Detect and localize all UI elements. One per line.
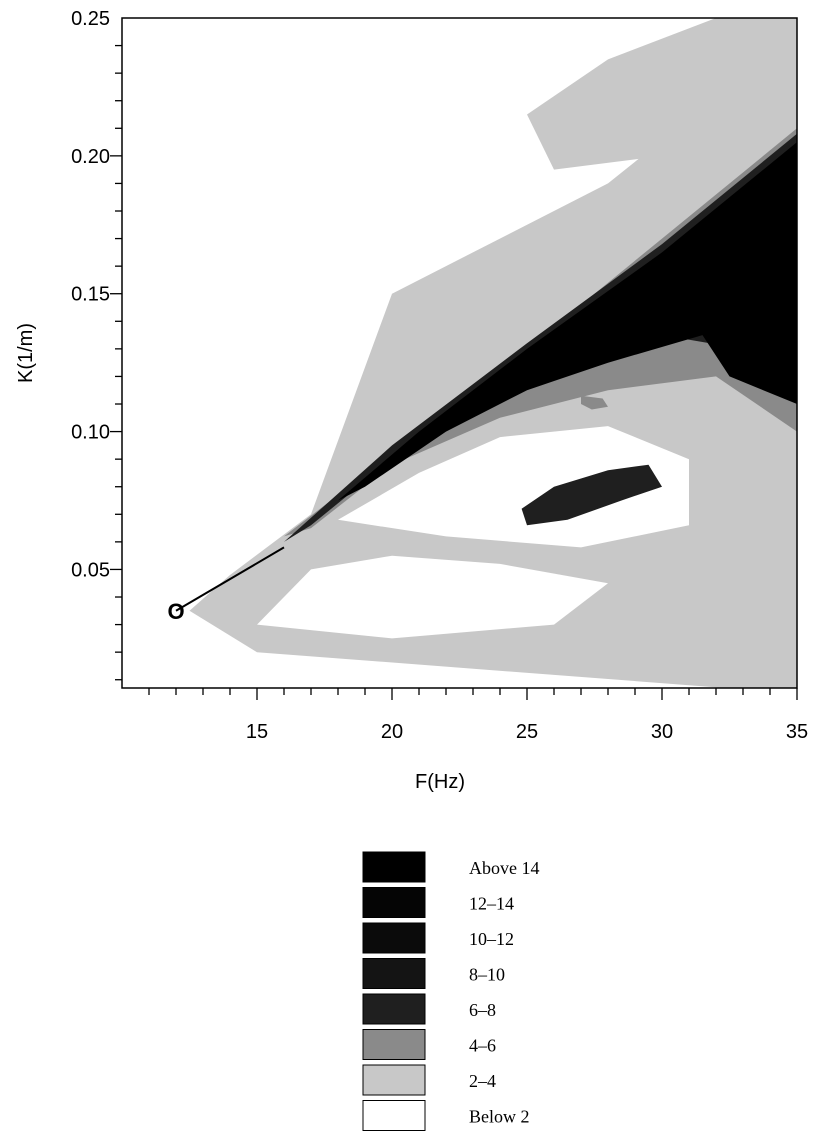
y-tick-label: 0.20 [71, 146, 110, 168]
legend-label: Above 14 [469, 858, 540, 878]
ridge-line [175, 546, 285, 612]
contour-region-3 [257, 555, 608, 639]
plot-frame [121, 17, 798, 689]
legend-label: 6–8 [469, 1000, 496, 1020]
y-tick-label: 0.15 [71, 284, 110, 306]
legend: Above 14 12–14 10–12 8–10 6–8 4–6 2–4 Below 2 [362, 851, 540, 1131]
legend-swatch [362, 1064, 426, 1096]
legend-label: 2–4 [469, 1071, 496, 1091]
y-tick-label: 0.05 [71, 559, 110, 581]
legend-swatch [362, 1100, 426, 1131]
y-axis-label: K(1/m) [15, 323, 37, 383]
contour-region-9 [581, 395, 608, 410]
chart-overlays: O [167, 546, 285, 624]
x-axis-label: F(Hz) [415, 771, 465, 793]
x-tick-label: 20 [381, 721, 403, 743]
legend-swatch [362, 958, 426, 989]
legend-label: 8–10 [469, 965, 505, 985]
y-tick-label: 0.10 [71, 422, 110, 444]
x-tick-label: 25 [516, 721, 538, 743]
legend-label: 10–12 [469, 929, 514, 949]
contour-region-1 [527, 18, 797, 170]
legend-swatch [362, 922, 426, 954]
legend-label: 12–14 [469, 894, 514, 914]
contour-region-7 [338, 142, 797, 501]
legend-label: Below 2 [469, 1107, 530, 1127]
contour-regions [189, 18, 797, 688]
origin-marker-label: O [167, 599, 184, 624]
legend-swatch [362, 1029, 426, 1060]
y-tick-label: 0.25 [71, 8, 110, 30]
x-tick-label: 35 [786, 721, 808, 743]
x-tick-label: 15 [246, 721, 268, 743]
x-tick-label: 30 [651, 721, 673, 743]
legend-swatch [362, 993, 426, 1025]
legend-swatch [362, 887, 426, 918]
legend-label: 4–6 [469, 1036, 496, 1056]
legend-swatch [362, 851, 426, 883]
contour-region-8 [521, 464, 662, 526]
contour-region-2 [338, 426, 689, 548]
chart-axes: 15 20 25 30 35 0.05 0.10 0.15 0.20 0.25 [71, 8, 808, 743]
